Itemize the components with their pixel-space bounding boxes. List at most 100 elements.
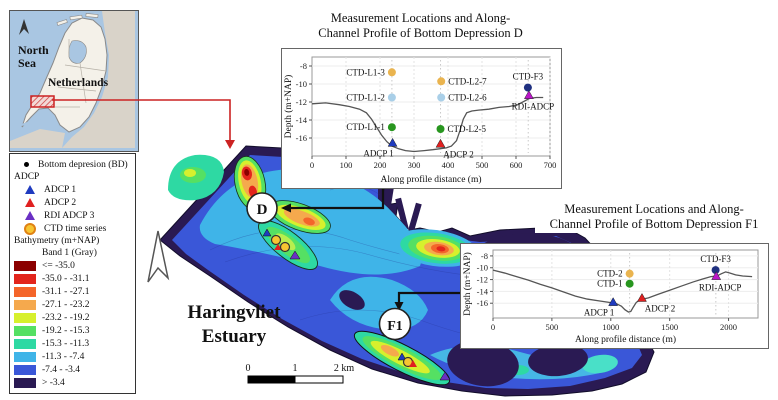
marker-label-ADCP 1: ADCP 1 — [584, 308, 614, 318]
x-tick-label: 400 — [442, 160, 455, 170]
marker-label-CTD-L1-2: CTD-L1-2 — [346, 93, 385, 103]
x-tick-label: 500 — [546, 322, 559, 332]
legend-class-row: -23.2 - -19.2 — [14, 311, 132, 324]
connector-d — [281, 187, 385, 213]
bathymetry-swatch — [14, 299, 36, 310]
y-tick-label: -14 — [296, 115, 308, 125]
depth-profile-line — [492, 269, 753, 313]
marker-CTD-F3 — [523, 83, 532, 92]
bathymetry-class-label: -15.3 - -11.3 — [42, 338, 90, 349]
x-tick-label: 600 — [510, 160, 523, 170]
legend-adcp-header: ADCP — [14, 172, 40, 182]
y-tick-label: -12 — [296, 97, 307, 107]
marker-label-CTD-F3: CTD-F3 — [513, 72, 544, 82]
legend-class-row: > -3.4 — [14, 376, 132, 389]
chart-d-svg: 0 100 200 300 400 500 600 700 -8 -10 -12 -14 -16 Alon… — [283, 56, 556, 185]
adcp-triangle-icon — [25, 211, 35, 220]
marker-label-RDI-ADCP: RDI-ADCP — [699, 283, 742, 293]
y-tick-label: -8 — [481, 251, 488, 261]
marker-CTD-L2-5 — [436, 125, 445, 133]
x-tick-label: 100 — [340, 160, 353, 170]
study-area-rect — [30, 95, 55, 108]
legend-bd-label: Bottom depresion (BD) — [38, 159, 128, 170]
depression-f1-badge: F1 — [378, 307, 412, 341]
marker-CTD-2 — [625, 269, 634, 278]
depression-f1-site — [353, 330, 451, 386]
bathymetry-class-label: -11.3 - -7.4 — [42, 351, 85, 362]
marker-label-CTD-L2-7: CTD-L2-7 — [448, 76, 487, 86]
marker-label-CTD-F3: CTD-F3 — [700, 254, 731, 264]
x-tick-label: 0 — [491, 322, 495, 332]
x-tick-label: 2000 — [720, 322, 737, 332]
legend-class-row: -35.0 - -31.1 — [14, 272, 132, 285]
bathymetry-swatch — [14, 377, 36, 388]
x-tick-label: 1000 — [602, 322, 619, 332]
x-tick-label: 200 — [374, 160, 387, 170]
x-axis-label: Along profile distance (m) — [575, 334, 676, 345]
legend-adcp-rows: ADCP 1 ADCP 2 RDI ADCP 3 — [14, 183, 132, 222]
bathymetry-swatch — [14, 286, 36, 297]
y-axis-label: Depth (m+NAP) — [283, 75, 294, 139]
depression-east — [392, 229, 478, 267]
legend-class-row: -27.1 - -23.2 — [14, 298, 132, 311]
map-adcp1-d-marker — [262, 228, 272, 237]
map-ctd-d-marker-2 — [279, 241, 291, 253]
legend-class-row: -19.2 - -15.3 — [14, 324, 132, 337]
bathymetry-class-label: -7.4 - -3.4 — [42, 364, 80, 375]
chart-d-panel: 0 100 200 300 400 500 600 700 -8 -10 -12 -14 -16 Alon… — [281, 48, 562, 189]
bathymetry-swatch — [14, 312, 36, 323]
legend-band-label: Band 1 (Gray) — [42, 248, 97, 258]
marker-label-CTD-L2-6: CTD-L2-6 — [448, 93, 487, 103]
netherlands-label: Netherlands — [48, 77, 109, 89]
depression-d-site — [258, 220, 318, 270]
map-adcp2-f1-marker — [409, 360, 417, 367]
map-ctd-d-marker-1 — [270, 234, 282, 246]
marker-CTD-L2-7 — [437, 77, 446, 86]
bathymetry-swatch — [14, 338, 36, 349]
marker-label-CTD-1: CTD-1 — [597, 279, 623, 289]
legend-adcp-label: ADCP 1 — [44, 184, 77, 195]
chart-f1-panel: 0 500 1000 1500 2000 -8 -10 -12 -14 -16 Along prof… — [460, 243, 769, 349]
marker-label-RDI-ADCP: RDI-ADCP — [512, 102, 555, 112]
marker-CTD-F3 — [711, 266, 720, 275]
bathymetry-class-label: <= -35.0 — [42, 260, 75, 271]
svg-text:F1: F1 — [387, 319, 403, 334]
bathymetry-swatch — [14, 273, 36, 284]
bathymetry-class-label: -27.1 - -23.2 — [42, 299, 90, 310]
plot-area — [492, 249, 759, 319]
y-tick-label: -10 — [477, 263, 488, 273]
y-tick-label: -16 — [477, 298, 488, 308]
marker-label-CTD-2: CTD-2 — [597, 269, 623, 279]
svg-text:0: 0 — [246, 363, 251, 374]
legend-adcp-label: RDI ADCP 3 — [44, 210, 95, 221]
bathymetry-class-label: -19.2 - -15.3 — [42, 325, 90, 336]
legend-class-row: -31.1 - -27.1 — [14, 285, 132, 298]
y-tick-label: -10 — [296, 79, 307, 89]
bathymetry-swatch — [14, 325, 36, 336]
adcp-triangle-icon — [25, 185, 35, 194]
map-rdi-d-marker — [289, 250, 301, 260]
y-tick-label: -16 — [296, 133, 307, 143]
north-arrow — [147, 230, 170, 283]
depression-d-badge: D — [246, 192, 278, 224]
x-tick-label: 500 — [476, 160, 489, 170]
legend-bathymetry-header: Bathymetry (m+NAP) — [14, 236, 100, 246]
x-tick-label: 300 — [408, 160, 421, 170]
chart-f1-svg: 0 500 1000 1500 2000 -8 -10 -12-14 -16 Along prof… — [462, 249, 759, 345]
marker-CTD-L1-3 — [387, 68, 396, 77]
chart-f1-title: Measurement Locations and Along- Channel… — [535, 202, 773, 233]
depth-profile-line — [311, 96, 544, 153]
estuary-label: Haringvliet Estuary — [187, 302, 281, 347]
map-legend: Bottom depresion (BD) ADCP ADCP 1 ADCP 2 R… — [9, 153, 136, 394]
svg-text:1: 1 — [293, 363, 298, 374]
marker-CTD-L1-2 — [387, 93, 396, 102]
map-adcp1-f1-marker — [397, 352, 407, 361]
marker-ADCP 2 — [435, 138, 446, 148]
marker-CTD-L1-1 — [387, 123, 396, 132]
x-axis-label: Along profile distance (m) — [380, 174, 481, 185]
legend-ctd-label: CTD time series — [44, 223, 107, 234]
bathymetry-class-label: -35.0 - -31.1 — [42, 273, 90, 284]
marker-ADCP 2 — [637, 292, 647, 302]
bathymetry-swatch — [14, 351, 36, 362]
